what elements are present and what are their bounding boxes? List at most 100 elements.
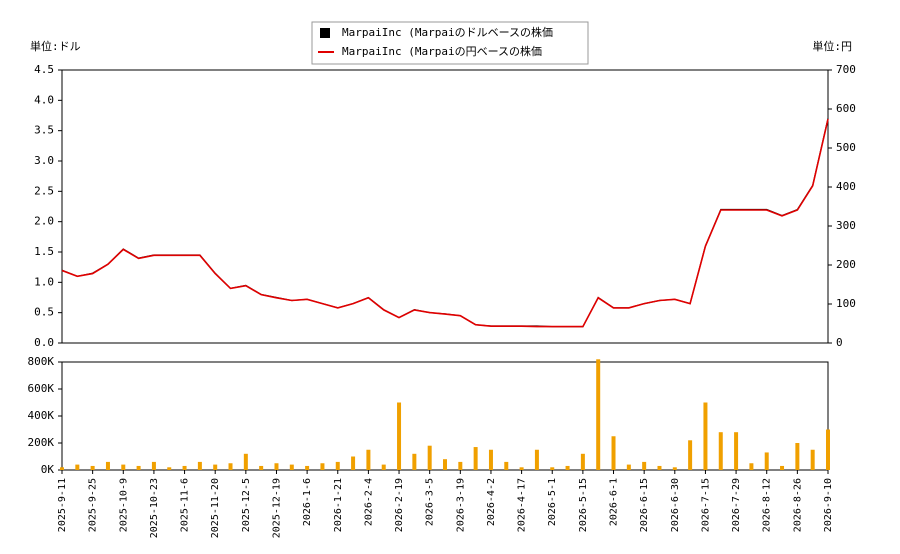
- volume-bar: [458, 461, 463, 470]
- x-tick-label: 2025-9-11: [57, 478, 68, 532]
- volume-bar: [780, 465, 785, 470]
- y-tick-label: 3.0: [34, 154, 54, 167]
- volume-bar: [550, 467, 555, 470]
- volume-frame: [61, 361, 829, 471]
- volume-bar: [289, 464, 294, 470]
- price-frame: [61, 69, 829, 344]
- y-tick-label: 3.5: [34, 124, 54, 137]
- y2-tick-label: 300: [836, 219, 856, 232]
- volume-bar: [657, 465, 662, 470]
- legend-label: MarpaiInc (Marpaiのドルベースの株価: [342, 25, 553, 39]
- volume-bar: [259, 465, 264, 470]
- y-tick-label: 1.0: [34, 275, 54, 288]
- y-tick-label: 4.5: [34, 63, 54, 76]
- x-tick-label: 2026-7-15: [700, 478, 711, 532]
- volume-bar: [136, 465, 141, 470]
- volume-bar: [504, 461, 509, 470]
- x-tick-label: 2025-10-9: [118, 478, 129, 532]
- y-tick-label: 1.5: [34, 245, 54, 258]
- volume-bar: [688, 440, 693, 470]
- volume-bar: [795, 443, 800, 470]
- volume-bar: [305, 465, 310, 470]
- volume-bar: [90, 465, 95, 470]
- legend-swatch: [320, 28, 330, 38]
- volume-bar: [228, 463, 233, 470]
- x-tick-label: 2025-9-25: [88, 478, 99, 532]
- x-tick-label: 2025-10-23: [149, 478, 160, 538]
- x-tick-label: 2025-11-20: [210, 478, 221, 538]
- x-tick-label: 2025-12-5: [241, 478, 252, 532]
- y2-tick-label: 700: [836, 63, 856, 76]
- y2-tick-label: 400: [836, 180, 856, 193]
- x-tick-label: 2026-5-15: [578, 478, 589, 532]
- x-tick-label: 2026-7-29: [731, 478, 742, 532]
- price-line: [61, 118, 829, 328]
- x-tick-label: 2025-11-6: [180, 478, 191, 532]
- volume-bar: [642, 461, 647, 470]
- y-tick-label: 2.5: [34, 184, 54, 197]
- volume-bar: [534, 449, 539, 470]
- x-tick-label: 2026-1-21: [333, 478, 344, 532]
- legend: [311, 21, 589, 65]
- volume-bar: [351, 456, 356, 470]
- y-axis-unit: 単位:ドル: [30, 39, 81, 53]
- x-tick-label: 2026-1-6: [302, 478, 313, 526]
- legend-label: MarpaiInc (Marpaiの円ベースの株価: [342, 44, 542, 58]
- x-tick-label: 2026-6-15: [639, 478, 650, 532]
- volume-bar: [473, 447, 478, 470]
- volume-bar: [75, 464, 80, 470]
- volume-bar: [718, 432, 723, 470]
- x-tick-label: 2026-8-12: [762, 478, 773, 532]
- volume-bar: [672, 467, 677, 470]
- x-tick-label: 2026-3-5: [425, 478, 436, 526]
- volume-bar: [427, 445, 432, 470]
- volume-bar: [565, 465, 570, 470]
- volume-bar: [213, 464, 218, 470]
- volume-bar: [167, 467, 172, 470]
- volume-bar: [197, 461, 202, 470]
- volume-bar: [320, 463, 325, 470]
- volume-bar: [397, 402, 402, 470]
- volume-bar: [488, 449, 493, 470]
- y-tick-label: 0.5: [34, 306, 54, 319]
- volume-bar: [182, 465, 187, 470]
- x-tick-label: 2026-3-19: [455, 478, 466, 532]
- volume-bar: [243, 453, 248, 470]
- x-tick-label: 2026-6-30: [670, 478, 681, 532]
- volume-bar: [105, 461, 110, 470]
- y2-tick-label: 500: [836, 141, 856, 154]
- volume-tick-label: 400K: [28, 409, 55, 422]
- x-tick-label: 2026-5-1: [547, 478, 558, 526]
- x-tick-label: 2026-8-26: [792, 478, 803, 532]
- x-tick-label: 2026-4-2: [486, 478, 497, 526]
- volume-bar: [381, 464, 386, 470]
- y-tick-label: 4.0: [34, 93, 54, 106]
- x-tick-label: 2026-4-17: [517, 478, 528, 532]
- volume-bar: [611, 436, 616, 470]
- volume-bar: [703, 402, 708, 470]
- x-tick-label: 2025-12-19: [271, 478, 282, 538]
- volume-bar: [60, 467, 64, 470]
- volume-tick-label: 600K: [28, 382, 55, 395]
- y2-tick-label: 100: [836, 297, 856, 310]
- volume-bar: [764, 452, 769, 470]
- x-tick-label: 2026-2-19: [394, 478, 405, 532]
- volume-bar: [443, 459, 447, 470]
- price-line: [61, 118, 829, 328]
- volume-bar: [151, 461, 156, 470]
- y2-axis-unit: 単位:円: [812, 39, 852, 53]
- volume-bar: [580, 453, 585, 470]
- volume-bar: [626, 464, 631, 470]
- y-tick-label: 0.0: [34, 336, 54, 349]
- volume-tick-label: 800K: [28, 355, 55, 368]
- volume-bar: [366, 449, 371, 470]
- x-tick-label: 2026-9-10: [823, 478, 834, 532]
- x-tick-label: 2026-2-4: [363, 478, 374, 526]
- volume-tick-label: 0K: [41, 463, 55, 476]
- volume-bar: [749, 463, 754, 470]
- volume-bar: [412, 453, 417, 470]
- y2-tick-label: 600: [836, 102, 856, 115]
- volume-bar: [826, 429, 830, 470]
- volume-bar: [121, 464, 126, 470]
